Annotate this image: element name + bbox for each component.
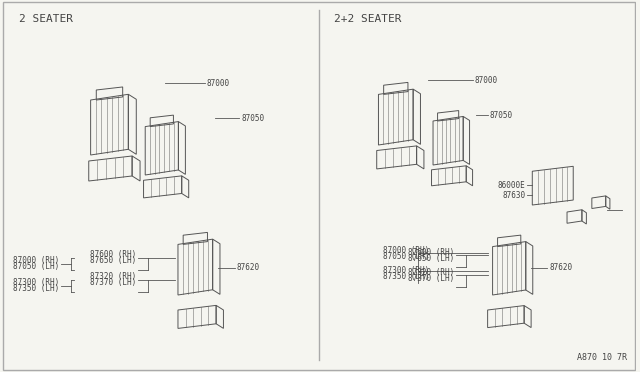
- Text: 87600 (RH): 87600 (RH): [408, 247, 454, 257]
- Text: 87620: 87620: [549, 263, 572, 273]
- Text: 87350 (LH): 87350 (LH): [13, 285, 59, 294]
- Text: 87000: 87000: [475, 76, 498, 84]
- Text: 87320 (RH): 87320 (RH): [408, 267, 454, 276]
- Text: 87650 (LH): 87650 (LH): [90, 257, 136, 266]
- Text: 87050 (LH): 87050 (LH): [383, 251, 429, 260]
- Text: 87000 (RH): 87000 (RH): [383, 246, 429, 254]
- Text: 87050: 87050: [241, 113, 264, 122]
- Text: 87300 (RH): 87300 (RH): [13, 279, 59, 288]
- Text: 87300 (RH): 87300 (RH): [383, 266, 429, 275]
- FancyBboxPatch shape: [3, 2, 634, 370]
- Text: 87320 (RH): 87320 (RH): [90, 273, 136, 282]
- Text: 87370 (LH): 87370 (LH): [90, 279, 136, 288]
- Text: 87370 (LH): 87370 (LH): [408, 273, 454, 282]
- Text: 87350 (LH): 87350 (LH): [383, 272, 429, 280]
- Text: 2+2 SEATER: 2+2 SEATER: [334, 14, 401, 24]
- Text: 2 SEATER: 2 SEATER: [19, 14, 73, 24]
- Text: 87620: 87620: [237, 263, 260, 273]
- Text: A870 10 7R: A870 10 7R: [577, 353, 627, 362]
- Text: 87650 (LH): 87650 (LH): [408, 253, 454, 263]
- Text: 86000E: 86000E: [497, 180, 525, 189]
- Text: 87000 (RH): 87000 (RH): [13, 257, 59, 266]
- Text: 87000: 87000: [207, 78, 230, 87]
- Text: 87600 (RH): 87600 (RH): [90, 250, 136, 260]
- Text: 87050: 87050: [490, 110, 513, 119]
- Text: 87630: 87630: [502, 190, 525, 199]
- Text: 87050 (LH): 87050 (LH): [13, 263, 59, 272]
